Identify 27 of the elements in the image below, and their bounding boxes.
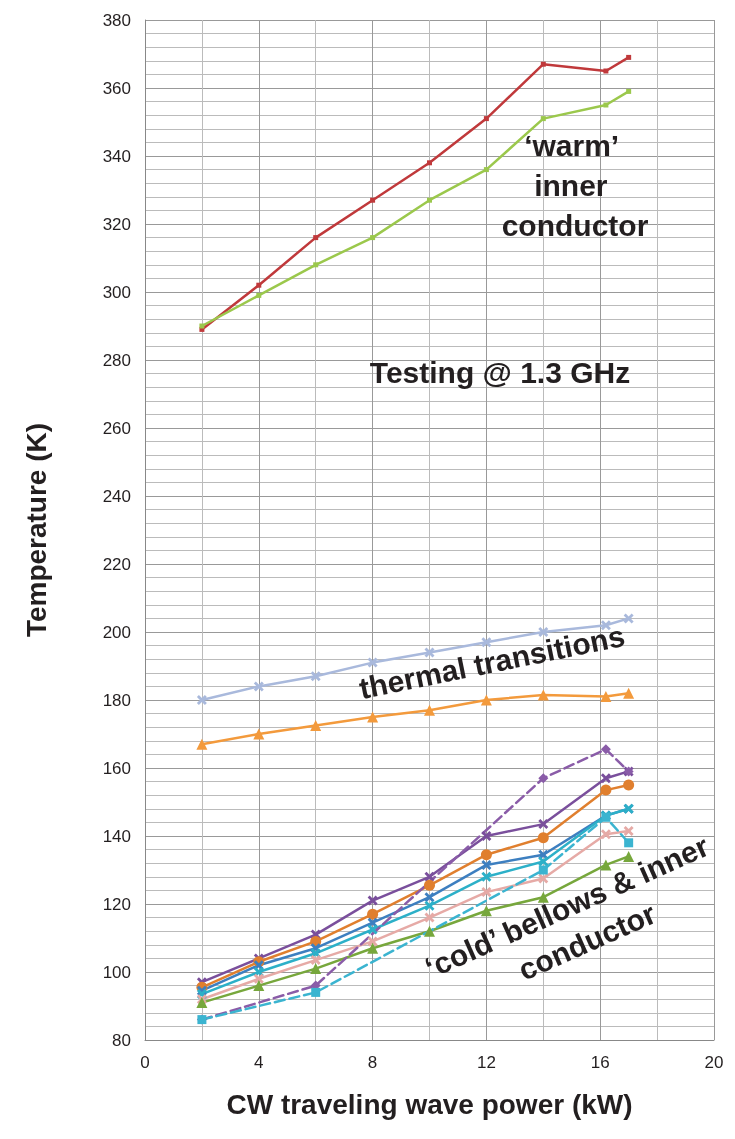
x-tick-label: 16 <box>590 1053 610 1072</box>
y-tick-label: 120 <box>102 894 131 914</box>
y-tick-label: 140 <box>102 826 131 846</box>
y-tick-label: 200 <box>102 622 131 642</box>
y-tick-label: 300 <box>102 282 131 302</box>
y-tick-label: 360 <box>102 78 131 98</box>
y-tick-label: 380 <box>102 10 131 30</box>
x-tick-label: 12 <box>476 1053 496 1072</box>
y-tick-label: 80 <box>112 1030 131 1050</box>
x-tick-label: 4 <box>254 1053 264 1072</box>
x-axis-title: CW traveling wave power (kW) <box>226 1088 633 1120</box>
y-tick-label: 260 <box>102 418 131 438</box>
y-axis-title: Temperature (K) <box>20 422 52 638</box>
y-tick-label: 180 <box>102 690 131 710</box>
y-tick-label: 320 <box>102 214 131 234</box>
annotation: ‘warm’ inner conductor <box>501 128 649 242</box>
y-tick-label: 100 <box>102 962 131 982</box>
y-tick-label: 240 <box>102 486 131 506</box>
x-tick-label: 0 <box>140 1053 150 1072</box>
y-tick-label: 160 <box>102 758 131 778</box>
x-tick-label: 20 <box>704 1053 724 1072</box>
x-tick-label: 8 <box>367 1053 378 1072</box>
annotation: Testing @ 1.3 GHz <box>369 355 631 389</box>
y-tick-label: 340 <box>102 146 131 166</box>
annotation: thermal transitions <box>356 618 628 706</box>
y-tick-label: 280 <box>102 350 131 370</box>
y-tick-label: 220 <box>102 554 131 574</box>
